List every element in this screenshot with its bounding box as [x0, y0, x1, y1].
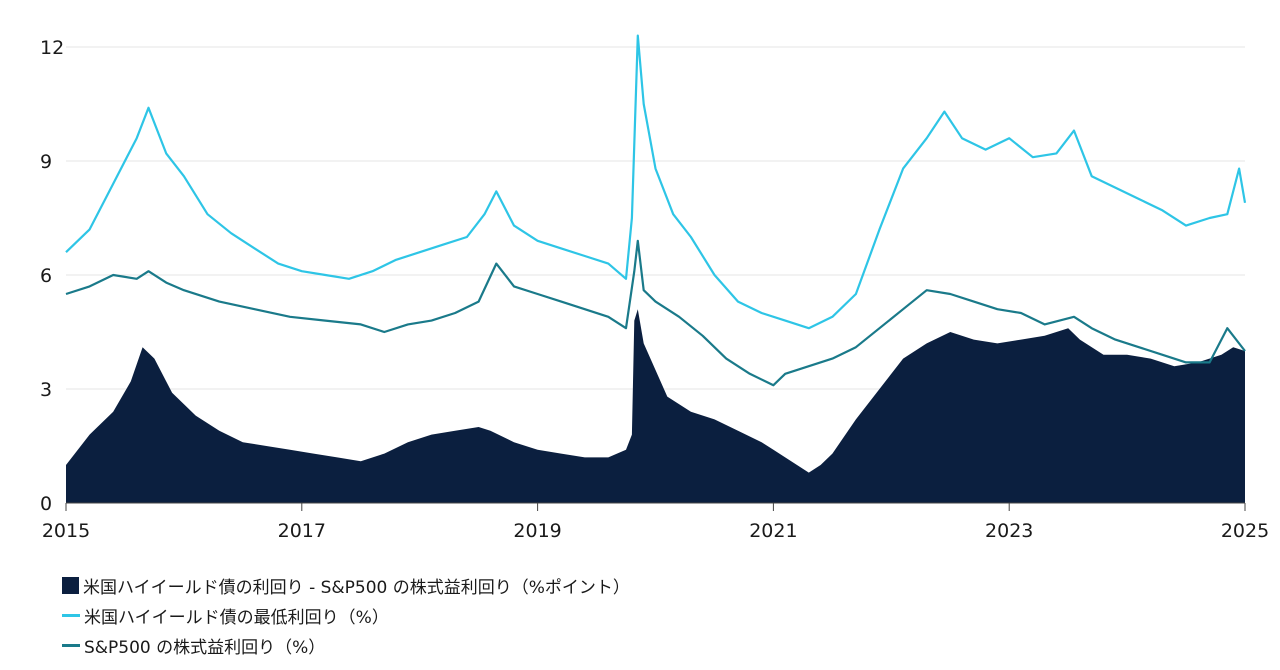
legend-label-hy-yield: 米国ハイイールド債の最低利回り（%）: [84, 607, 389, 628]
series-line-1: [65, 34, 1247, 330]
x-tick-label-2023: 2023: [985, 520, 1033, 542]
legend-swatch-spread: [62, 576, 79, 594]
chart: 0 3 6 9 12 2015 2017 2019 2021 2023 2025: [40, 34, 1269, 542]
legend-item-hy-yield: 米国ハイイールド債の最低利回り（%）: [62, 600, 630, 630]
legend-label-spread: 米国ハイイールド債の利回り - S&P500 の株式益利回り（%ポイント）: [83, 577, 630, 598]
legend-item-spread: 米国ハイイールド債の利回り - S&P500 の株式益利回り（%ポイント）: [62, 570, 630, 600]
y-tick-label-9: 9: [40, 151, 52, 173]
series-area-0: [66, 309, 1245, 503]
legend-label-sp-yield: S&P500 の株式益利回り（%）: [84, 637, 326, 658]
x-tick-label-2015: 2015: [42, 520, 90, 542]
legend-swatch-sp-yield: [62, 643, 80, 647]
axes: 0 3 6 9 12 2015 2017 2019 2021 2023 2025: [40, 37, 1269, 542]
legend: 米国ハイイールド債の利回り - S&P500 の株式益利回り（%ポイント） 米国…: [62, 570, 630, 660]
x-tick-label-2017: 2017: [278, 520, 326, 542]
x-tick-label-2021: 2021: [749, 520, 797, 542]
y-tick-label-0: 0: [40, 493, 52, 515]
series-line-2: [65, 239, 1246, 387]
x-tick-label-2025: 2025: [1221, 520, 1269, 542]
y-tick-label-6: 6: [40, 265, 52, 287]
legend-swatch-hy-yield: [62, 613, 80, 617]
y-tick-label-12: 12: [40, 37, 64, 59]
legend-item-sp-yield: S&P500 の株式益利回り（%）: [62, 630, 630, 660]
series-layer: [65, 34, 1247, 503]
x-tick-label-2019: 2019: [513, 520, 561, 542]
y-tick-label-3: 3: [40, 379, 52, 401]
